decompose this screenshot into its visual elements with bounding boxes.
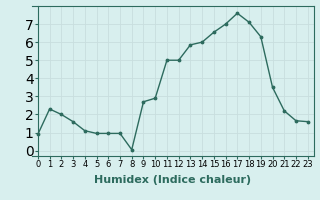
X-axis label: Humidex (Indice chaleur): Humidex (Indice chaleur) (94, 175, 252, 185)
